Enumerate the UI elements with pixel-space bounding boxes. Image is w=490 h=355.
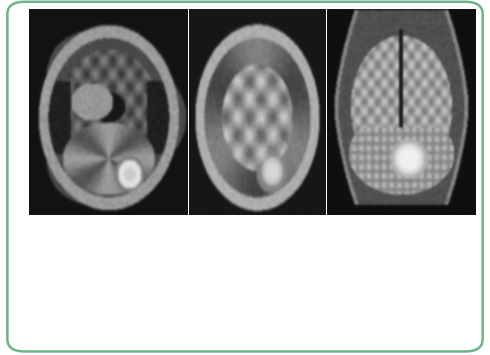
FancyBboxPatch shape [7, 2, 483, 351]
Text: Moderate ring-like enhancement.: Moderate ring-like enhancement. [29, 305, 220, 315]
Text: Figure 1: Figure 1 [29, 225, 83, 235]
Text: Brain MR imaging with focal lesion in vermis and: Brain MR imaging with focal lesion in ve… [82, 225, 364, 235]
FancyBboxPatch shape [29, 9, 475, 215]
Text: right  cerebellar  hemisphere  with  edema  in  adjacent: right cerebellar hemisphere with edema i… [29, 252, 347, 262]
Text: parenchyma  and  mild  mass  effect  on  the  IV  ventricle.: parenchyma and mild mass effect on the I… [29, 279, 365, 289]
